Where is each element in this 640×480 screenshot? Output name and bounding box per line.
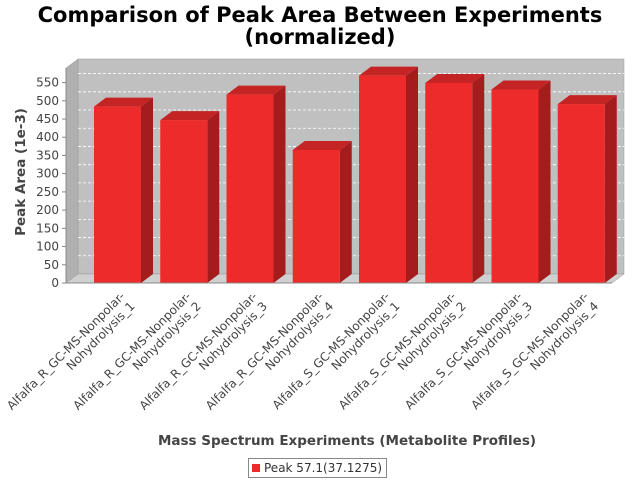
- x-tick-label-line: Alfalfa_R_GC-MS-Nonpolar-: [4, 289, 128, 413]
- y-axis: 0 50 100 150 200 250 300 350 400 450 500 550: [36, 68, 67, 290]
- y-tick-label: 300: [36, 167, 59, 181]
- y-tick-label: 150: [36, 221, 59, 235]
- bar-side: [538, 80, 551, 283]
- chart-subtitle: (normalized): [244, 25, 396, 49]
- bar-front: [425, 82, 473, 284]
- plot-left-wall: [65, 58, 79, 284]
- y-tick-label: 500: [36, 94, 59, 108]
- bar-front: [491, 89, 539, 283]
- x-axis: Alfalfa_R_GC-MS-Nonpolar-Nohydrolysis_1A…: [4, 282, 612, 413]
- bar: [359, 66, 418, 283]
- bar: [425, 73, 485, 284]
- bar-top: [226, 85, 286, 95]
- bar-top: [94, 97, 153, 107]
- legend-swatch: [252, 464, 260, 472]
- bar-front: [226, 94, 274, 284]
- bar-side: [141, 97, 153, 283]
- bar: [94, 97, 153, 283]
- bar-side: [472, 73, 485, 284]
- bar-top: [557, 95, 617, 105]
- y-tick-label: 200: [36, 203, 59, 217]
- bar-top: [425, 73, 485, 83]
- bar-front: [292, 149, 340, 283]
- bar: [226, 85, 286, 284]
- bar: [557, 95, 617, 284]
- bar: [491, 80, 551, 283]
- legend-label: Peak 57.1(37.1275): [264, 461, 383, 475]
- bar-side: [207, 111, 220, 283]
- bars: [94, 66, 617, 284]
- bar-side: [273, 85, 286, 284]
- y-tick-label: 0: [51, 276, 59, 290]
- bar-front: [94, 106, 141, 283]
- bar: [292, 140, 352, 283]
- bar-side: [604, 95, 617, 284]
- y-tick-label: 100: [36, 240, 59, 254]
- bar-top: [491, 80, 551, 90]
- bar-front: [160, 120, 208, 283]
- chart-title: Comparison of Peak Area Between Experime…: [37, 3, 603, 27]
- y-axis-title: Peak Area (1e-3): [13, 108, 29, 236]
- y-tick-label: 550: [36, 76, 59, 90]
- y-tick-label: 250: [36, 185, 59, 199]
- x-axis-title: Mass Spectrum Experiments (Metabolite Pr…: [158, 433, 536, 449]
- y-tick-label: 400: [36, 130, 59, 144]
- bar-side: [406, 66, 418, 283]
- bar: [160, 111, 220, 283]
- y-tick-label: 50: [44, 258, 59, 272]
- bar-front: [359, 75, 406, 283]
- bar-top: [359, 66, 418, 76]
- bar-side: [339, 140, 352, 283]
- bar-top: [160, 111, 220, 121]
- y-tick-label: 450: [36, 112, 59, 126]
- bar-front: [557, 104, 605, 284]
- legend: Peak 57.1(37.1275): [248, 458, 388, 478]
- bar-top: [292, 140, 352, 150]
- y-tick-label: 350: [36, 148, 59, 162]
